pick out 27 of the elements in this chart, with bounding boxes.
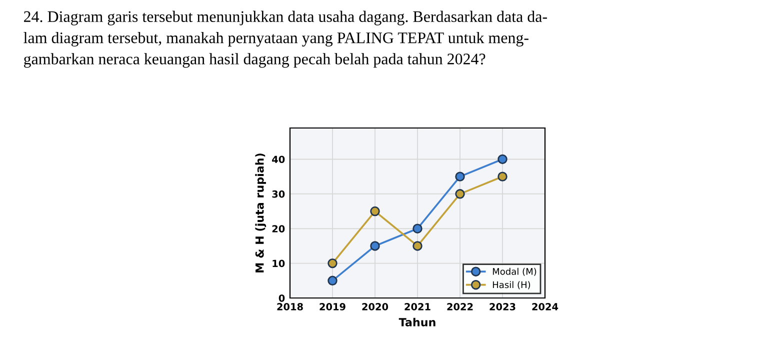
point (412, 241, 422, 251)
chart-title: 24. Diagram garis tersebut menunjukkan data usaha dagang. Berdasarkan data da- lam diagram tersebut, manakah pernyataan yang PALING TEPAT untuk meng- gambarkan neraca keuangan hasil dagang pecah belah pada tahun 2024? (24, 10, 547, 68)
point (328, 258, 338, 268)
y-axis-title: M & H (juta rupiah) (255, 154, 266, 272)
x-tick-label: 2022 (447, 303, 473, 310)
x-tick-label: 2020 (362, 303, 388, 310)
point (412, 224, 422, 234)
x-tick-label: 2019 (320, 303, 346, 310)
y-tick-label: 0 (278, 294, 285, 302)
point (328, 276, 338, 286)
point (455, 189, 465, 199)
point (498, 172, 508, 182)
point (370, 241, 380, 251)
x-tick-label: 2021 (404, 303, 430, 310)
point (455, 172, 465, 182)
legend-label: Modal (M) (492, 268, 536, 276)
point (498, 154, 508, 164)
y-tick-label: 40 (272, 156, 285, 164)
x-tick-label: 2023 (490, 303, 516, 310)
x-tick-label: 2024 (532, 303, 558, 310)
x-tick-label: 2018 (277, 303, 303, 310)
legend-label: Hasil (H) (492, 281, 530, 290)
y-tick-label: 20 (272, 225, 285, 232)
y-tick-label: 30 (272, 190, 285, 198)
y-tick-label: 10 (272, 260, 285, 268)
x-axis-title: Tahun (398, 318, 436, 326)
point (370, 206, 380, 216)
